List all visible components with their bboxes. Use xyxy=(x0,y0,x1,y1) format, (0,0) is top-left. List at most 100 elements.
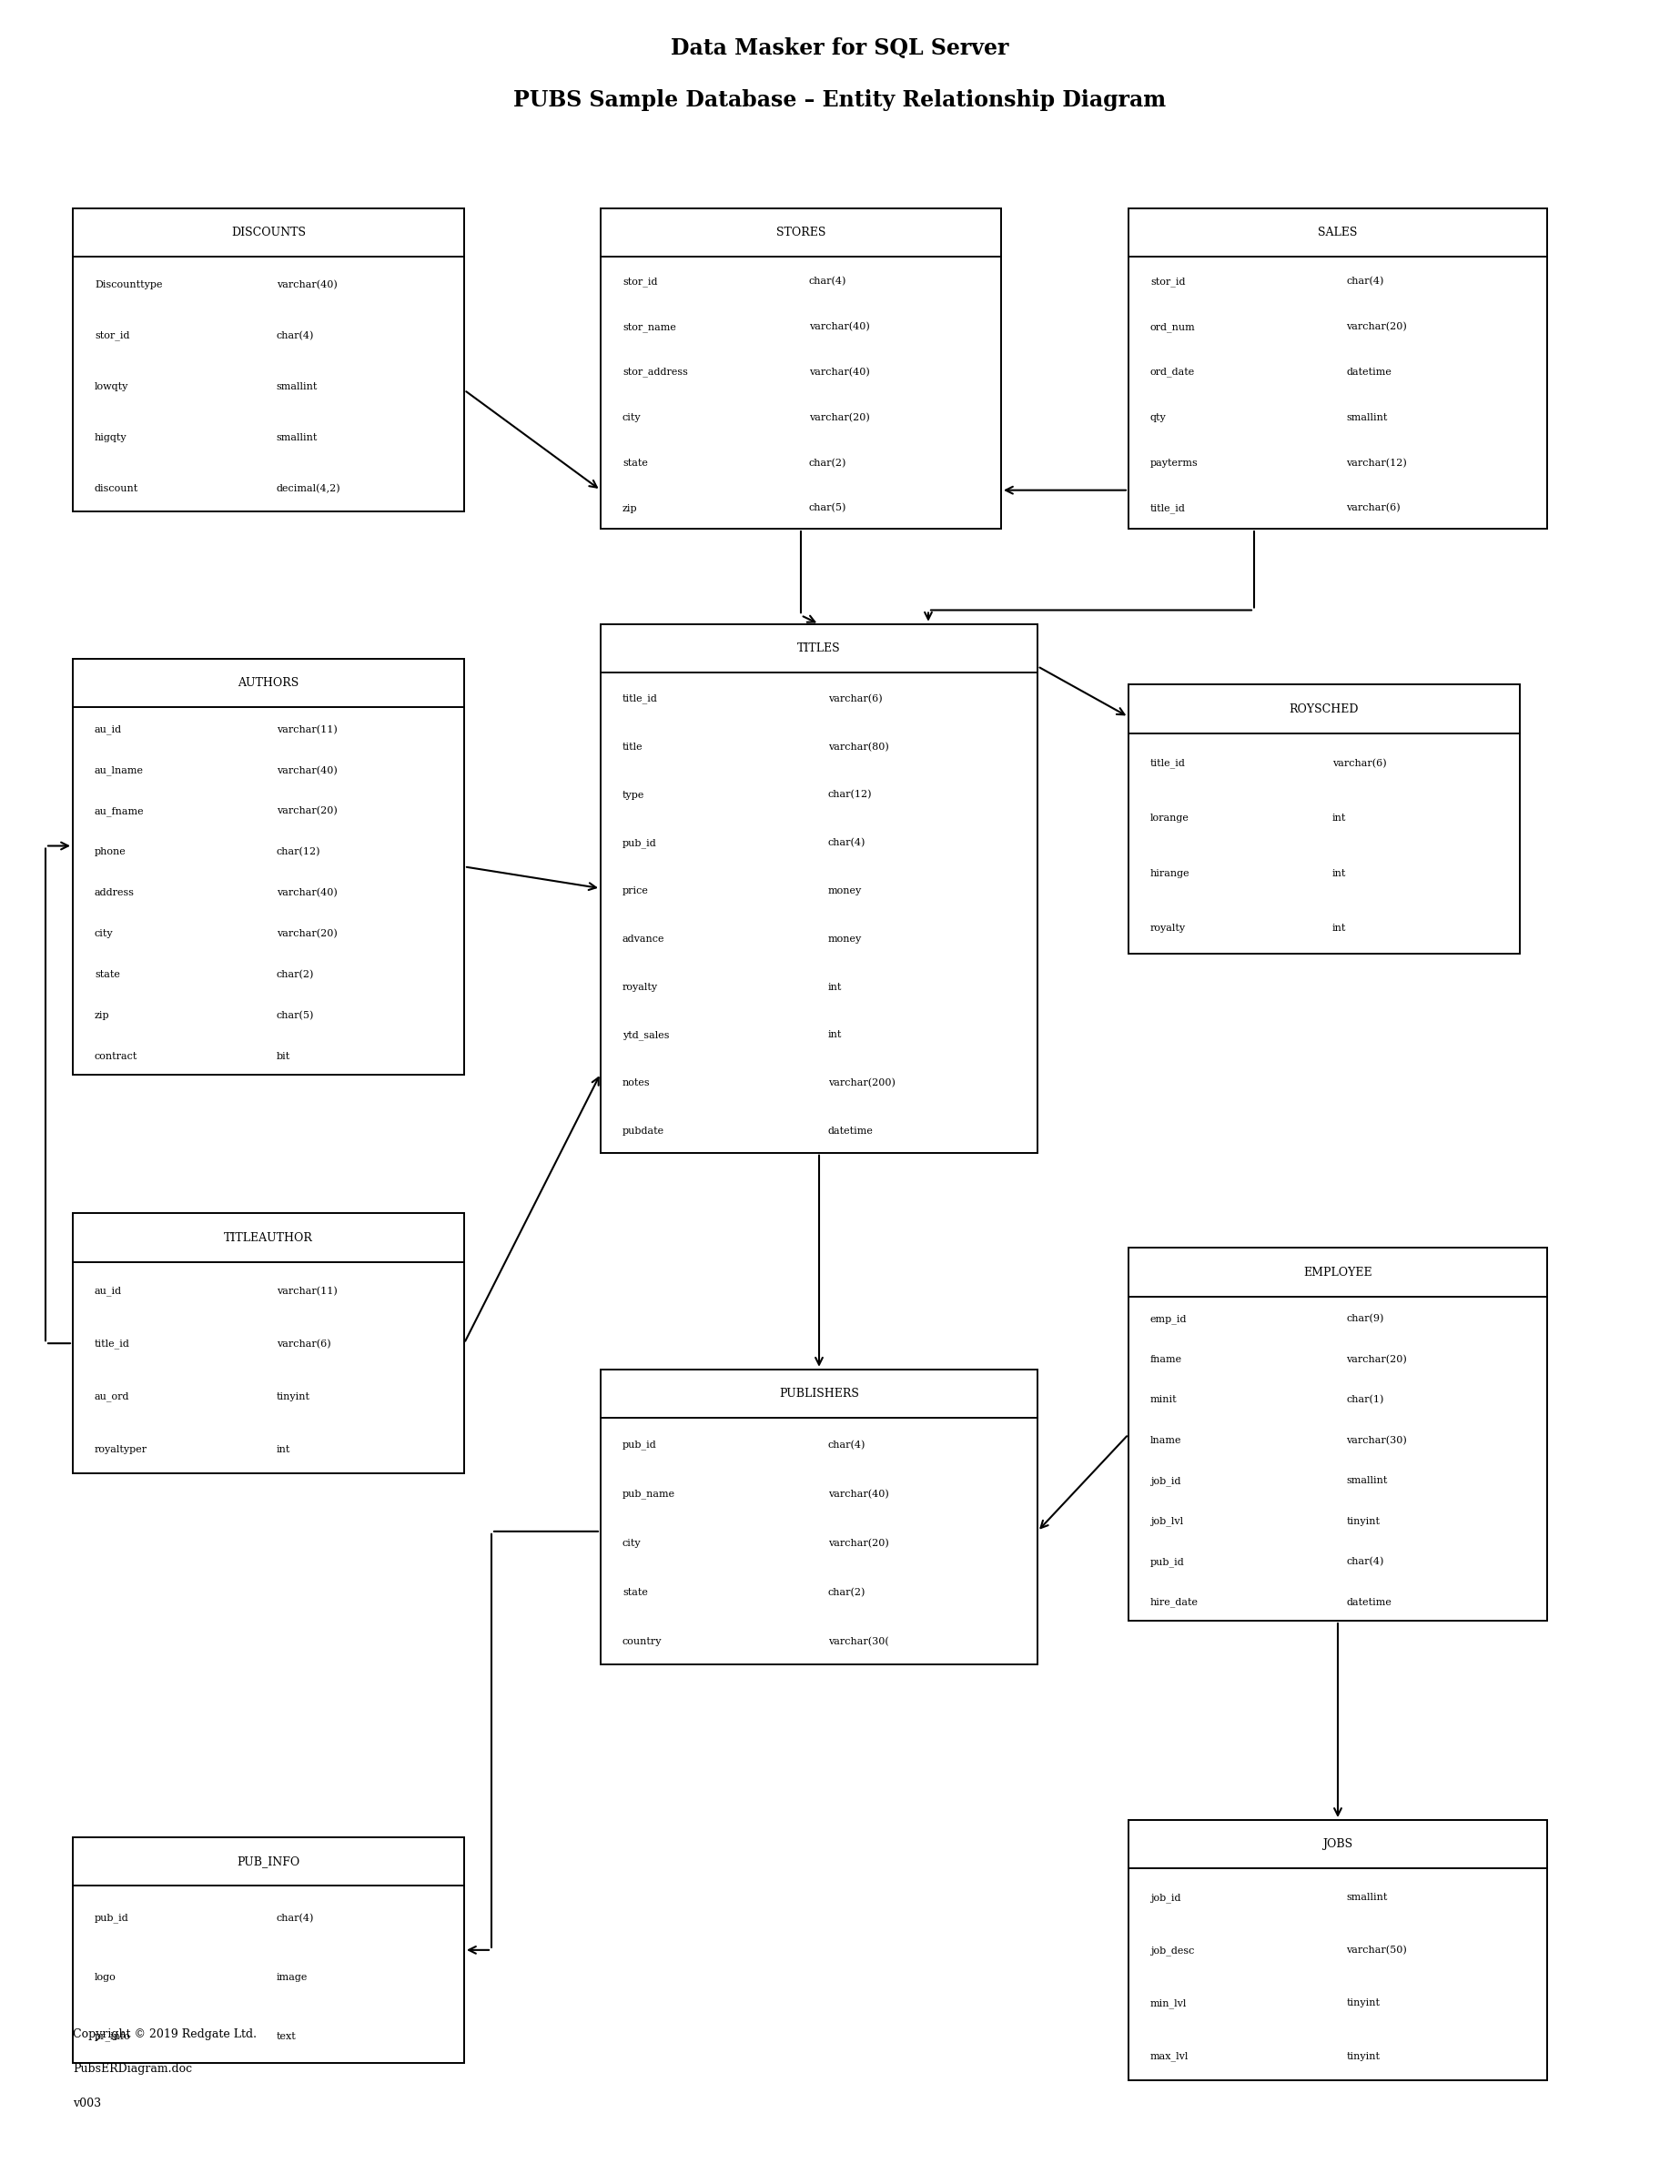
Text: char(2): char(2) xyxy=(276,970,314,978)
Text: datetime: datetime xyxy=(1346,367,1391,376)
Text: char(12): char(12) xyxy=(828,791,872,799)
Text: job_desc: job_desc xyxy=(1151,1946,1194,1955)
Text: pub_id: pub_id xyxy=(1151,1557,1184,1566)
Text: price: price xyxy=(623,887,648,895)
Text: smallint: smallint xyxy=(1346,413,1388,422)
Text: Data Masker for SQL Server: Data Masker for SQL Server xyxy=(670,37,1010,59)
Text: ROYSCHED: ROYSCHED xyxy=(1289,703,1359,714)
Text: stor_id: stor_id xyxy=(623,277,657,286)
Text: qty: qty xyxy=(1151,413,1166,422)
Text: varchar(20): varchar(20) xyxy=(1346,1354,1406,1365)
Text: varchar(40): varchar(40) xyxy=(808,367,870,378)
Text: phone: phone xyxy=(94,847,126,856)
Text: varchar(40): varchar(40) xyxy=(276,767,338,775)
Text: royalty: royalty xyxy=(623,983,659,992)
Text: tinyint: tinyint xyxy=(1346,2051,1379,2062)
Text: stor_id: stor_id xyxy=(1151,277,1186,286)
Text: city: city xyxy=(623,1540,642,1548)
Text: job_lvl: job_lvl xyxy=(1151,1516,1183,1527)
Text: au_fname: au_fname xyxy=(94,806,144,817)
Bar xyxy=(1129,684,1520,954)
Bar xyxy=(72,660,464,1075)
Text: char(4): char(4) xyxy=(1346,277,1384,286)
Text: int: int xyxy=(828,1031,842,1040)
Text: stor_address: stor_address xyxy=(623,367,687,378)
Text: EMPLOYEE: EMPLOYEE xyxy=(1304,1267,1373,1278)
Bar xyxy=(1129,1819,1547,2079)
Text: tinyint: tinyint xyxy=(276,1391,311,1402)
Text: min_lvl: min_lvl xyxy=(1151,1998,1188,2009)
Text: char(4): char(4) xyxy=(276,330,314,341)
Text: datetime: datetime xyxy=(828,1127,874,1136)
Text: varchar(20): varchar(20) xyxy=(808,413,870,422)
Text: varchar(40): varchar(40) xyxy=(808,323,870,332)
Text: state: state xyxy=(623,1588,648,1597)
Text: type: type xyxy=(623,791,645,799)
Text: city: city xyxy=(623,413,642,422)
Text: int: int xyxy=(1332,869,1346,878)
Text: varchar(11): varchar(11) xyxy=(276,1286,338,1295)
Text: varchar(20): varchar(20) xyxy=(276,928,338,939)
Text: au_id: au_id xyxy=(94,725,123,734)
Text: minit: minit xyxy=(1151,1396,1178,1404)
Text: pub_id: pub_id xyxy=(94,1913,129,1924)
Text: int: int xyxy=(276,1446,291,1455)
Text: title_id: title_id xyxy=(623,695,659,703)
Text: smallint: smallint xyxy=(276,382,318,391)
Text: varchar(50): varchar(50) xyxy=(1346,1946,1406,1955)
Text: au_ord: au_ord xyxy=(94,1391,129,1402)
Text: pub_name: pub_name xyxy=(623,1489,675,1498)
Text: varchar(40): varchar(40) xyxy=(276,889,338,898)
Text: AUTHORS: AUTHORS xyxy=(239,677,299,688)
Text: lname: lname xyxy=(1151,1435,1181,1446)
Text: hire_date: hire_date xyxy=(1151,1597,1198,1607)
Text: char(4): char(4) xyxy=(276,1913,314,1922)
Text: bit: bit xyxy=(276,1053,291,1061)
Text: job_id: job_id xyxy=(1151,1476,1181,1485)
Bar xyxy=(601,1369,1038,1664)
Text: job_id: job_id xyxy=(1151,1894,1181,1902)
Text: contract: contract xyxy=(94,1053,138,1061)
Text: char(2): char(2) xyxy=(808,459,847,467)
Bar xyxy=(601,625,1038,1153)
Text: advance: advance xyxy=(623,935,665,943)
Text: char(4): char(4) xyxy=(808,277,847,286)
Text: varchar(6): varchar(6) xyxy=(1346,505,1401,513)
Text: discount: discount xyxy=(94,485,138,494)
Text: au_id: au_id xyxy=(94,1286,123,1295)
Text: varchar(6): varchar(6) xyxy=(276,1339,331,1348)
Text: char(12): char(12) xyxy=(276,847,321,856)
Text: country: country xyxy=(623,1638,662,1647)
Text: varchar(6): varchar(6) xyxy=(1332,758,1386,769)
Text: char(4): char(4) xyxy=(828,839,865,847)
Text: pubdate: pubdate xyxy=(623,1127,665,1136)
Text: varchar(30): varchar(30) xyxy=(1346,1435,1406,1446)
Text: JOBS: JOBS xyxy=(1322,1839,1352,1850)
Text: TITLES: TITLES xyxy=(798,642,840,655)
Text: royaltyper: royaltyper xyxy=(94,1446,148,1455)
Text: title_id: title_id xyxy=(94,1339,129,1350)
Text: higqty: higqty xyxy=(94,432,128,441)
Bar xyxy=(601,207,1001,529)
Bar xyxy=(72,1214,464,1474)
Text: varchar(12): varchar(12) xyxy=(1346,459,1406,467)
Text: varchar(80): varchar(80) xyxy=(828,743,889,751)
Text: stor_id: stor_id xyxy=(94,330,129,341)
Text: text: text xyxy=(276,2031,296,2040)
Text: tinyint: tinyint xyxy=(1346,1998,1379,2007)
Text: stor_name: stor_name xyxy=(623,321,675,332)
Text: SALES: SALES xyxy=(1319,227,1357,238)
Text: int: int xyxy=(1332,924,1346,933)
Text: pub_id: pub_id xyxy=(623,839,657,847)
Text: char(5): char(5) xyxy=(808,505,847,513)
Text: lorange: lorange xyxy=(1151,815,1189,823)
Text: PUBLISHERS: PUBLISHERS xyxy=(780,1387,858,1400)
Text: PubsERDiagram.doc: PubsERDiagram.doc xyxy=(72,2062,192,2075)
Text: royalty: royalty xyxy=(1151,924,1186,933)
Text: lowqty: lowqty xyxy=(94,382,129,391)
Text: address: address xyxy=(94,889,134,898)
Text: title_id: title_id xyxy=(1151,502,1186,513)
Text: zip: zip xyxy=(94,1011,109,1020)
Text: smallint: smallint xyxy=(1346,1894,1388,1902)
Text: au_lname: au_lname xyxy=(94,767,144,775)
